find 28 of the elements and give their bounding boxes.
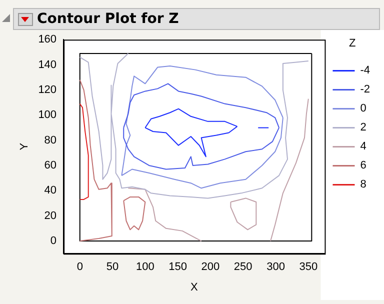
y-tick-label: 140 <box>38 58 57 71</box>
y-tick-label: 0 <box>50 235 57 248</box>
y-tick-label: 60 <box>44 160 57 172</box>
legend-label: 4 <box>360 140 366 153</box>
legend-label: 6 <box>360 160 366 172</box>
legend-title: Z <box>348 38 356 50</box>
chart-title: Contour Plot for Z <box>37 11 179 27</box>
legend-label: -4 <box>360 64 370 77</box>
y-tick-label: 160 <box>38 34 57 46</box>
x-tick-label: 50 <box>106 261 119 274</box>
x-tick-label: 100 <box>136 261 154 274</box>
x-tick-label: 0 <box>76 261 83 274</box>
y-tick-label: 20 <box>44 210 57 222</box>
legend-label: -2 <box>360 84 370 96</box>
y-tick-label: 120 <box>38 84 57 96</box>
y-tick-label: 100 <box>38 109 57 122</box>
legend-label: 8 <box>360 178 366 191</box>
legend-label: 2 <box>360 122 366 134</box>
x-tick-label: 300 <box>266 261 285 274</box>
y-tick-label: 40 <box>44 184 57 197</box>
x-tick-label: 250 <box>234 261 252 274</box>
x-tick-label: 200 <box>201 261 220 274</box>
y-tick-label: 80 <box>44 134 57 146</box>
x-tick-label: 150 <box>168 261 187 274</box>
x-axis-title: X <box>190 281 198 294</box>
y-axis-title: Y <box>18 142 31 150</box>
x-tick-label: 350 <box>299 261 318 274</box>
legend-label: 0 <box>360 102 366 115</box>
